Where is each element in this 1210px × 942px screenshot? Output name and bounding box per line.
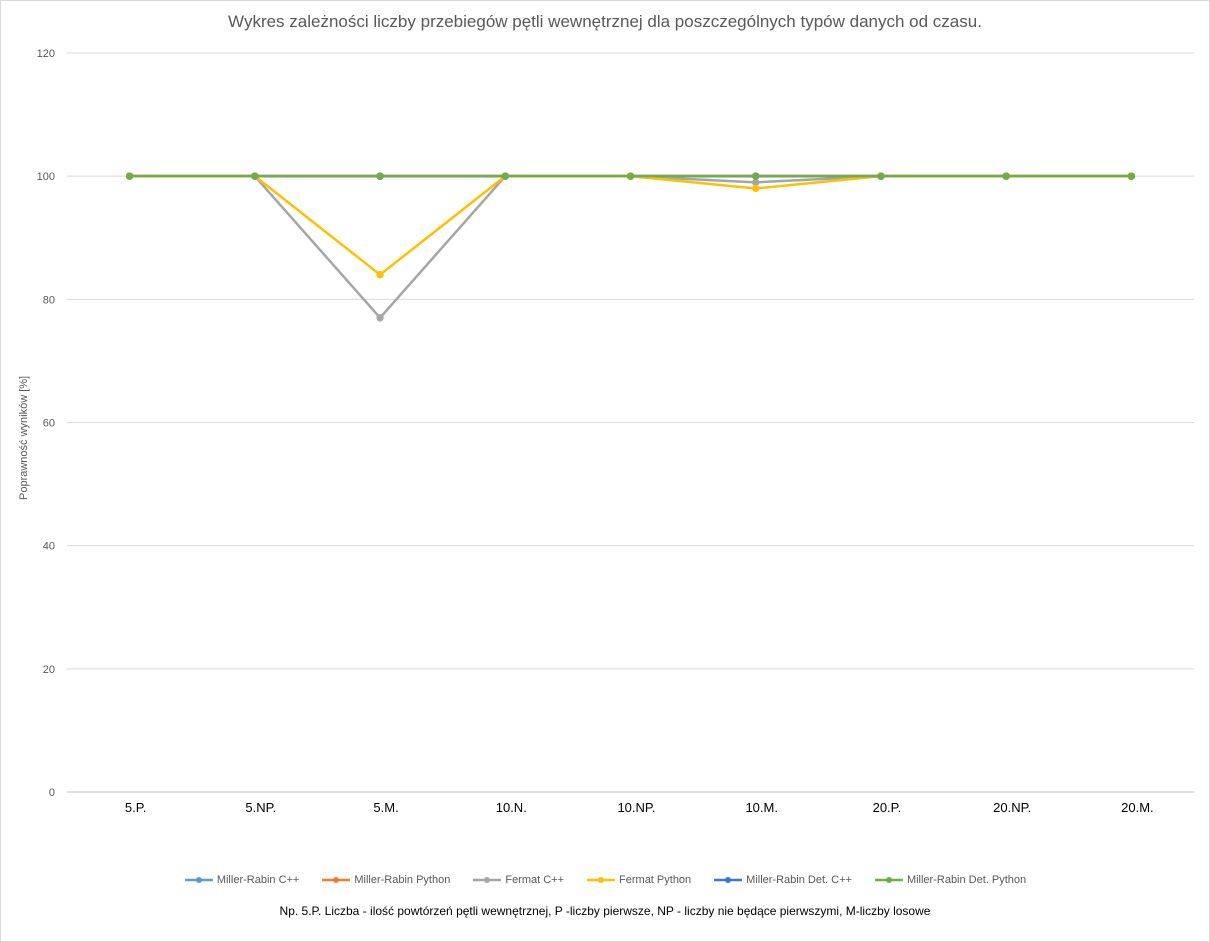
x-tick-label: 20.P. [873,800,902,815]
data-point [1002,172,1010,180]
data-point [877,172,885,180]
legend-swatch [587,877,616,883]
chart-title: Wykres zależności liczby przebiegów pętl… [228,12,982,31]
data-point [626,172,635,180]
legend-item: Miller-Rabin Det. Python [874,874,1026,886]
legend-item: Miller-Rabin C++ [184,874,300,886]
data-point [501,172,509,180]
data-point [251,172,259,180]
y-tick-label: 40 [43,541,55,553]
legend-label: Miller-Rabin Python [354,874,451,886]
y-tick-label: 0 [49,787,55,799]
y-tick-label: 20 [43,664,55,676]
x-tick-label: 20.M. [1121,800,1154,815]
y-tick-label: 100 [37,171,55,183]
x-tick-label: 10.NP. [617,800,655,815]
legend-swatch [874,877,903,883]
data-point [376,271,384,279]
data-point [752,184,760,193]
chart-legend: Miller-Rabin C++ Miller-Rabin Python Ferma… [0,874,1210,886]
y-tick-label: 80 [43,294,55,306]
x-tick-label: 20.NP. [993,800,1031,815]
legend-swatch [714,877,743,883]
data-point [1127,172,1136,180]
x-tick-label: 10.N. [496,800,527,815]
data-point [125,172,134,180]
data-point [752,172,760,180]
legend-swatch [322,877,351,883]
legend-label: Fermat Python [619,874,692,886]
legend-label: Miller-Rabin Det. Python [906,874,1027,886]
y-tick-label: 60 [43,418,55,430]
y-tick-label: 120 [37,48,55,60]
chart-footnote: Np. 5.P. Liczba - ilość powtórzeń pętli … [279,904,931,918]
legend-item: Fermat Python [586,874,691,886]
legend-label: Fermat C++ [505,874,565,886]
series-line [129,174,1132,276]
x-tick-label: 5.M. [373,800,398,815]
legend-label: Miller-Rabin C++ [216,874,300,886]
legend-item: Miller-Rabin Det. C++ [713,874,852,886]
x-tick-label: 10.M. [745,800,778,815]
legend-swatch [184,877,213,883]
x-tick-label: 5.NP. [245,800,276,815]
data-point [376,314,384,322]
legend-item: Fermat C++ [472,874,564,886]
data-point [752,178,760,187]
data-point [376,172,384,180]
legend-swatch [473,877,502,883]
legend-label: Miller-Rabin Det. C++ [746,874,852,886]
x-tick-label: 5.P. [125,800,146,815]
legend-item: Miller-Rabin Python [321,874,450,886]
